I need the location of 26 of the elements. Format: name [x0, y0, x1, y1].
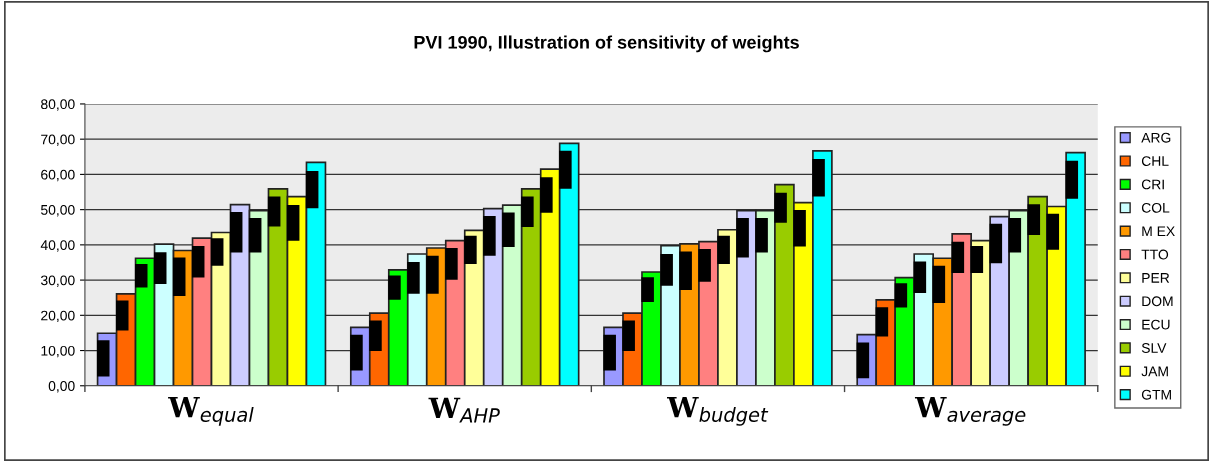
x-tick-label: W$_{average}$ [914, 396, 1026, 426]
legend-label: TTO [1141, 249, 1169, 260]
y-tick-label: 80,00 [41, 99, 75, 111]
legend-label: CHL [1141, 156, 1169, 166]
legend-label: CRI [1141, 179, 1164, 190]
legend-label: JAM [1141, 366, 1168, 377]
y-tick-label: 10,00 [41, 345, 75, 358]
legend-label: M EX [1142, 226, 1175, 236]
y-tick-label: 30,00 [40, 275, 75, 287]
y-tick-label: 20,00 [41, 310, 75, 323]
chart-title: PVI 1990, Illustration of sensitivity of weights [414, 35, 799, 53]
x-tick-label: W$_{AHP}$ [428, 397, 500, 423]
legend-label: COL [1141, 202, 1170, 213]
y-tick-label: 70,00 [41, 134, 75, 146]
legend-label: GTM [1141, 389, 1171, 400]
legend-label: ECU [1142, 319, 1170, 330]
legend-label: PER [1142, 273, 1170, 283]
y-tick-label: 40,00 [40, 240, 75, 252]
x-tick-label: W$_{budget}$ [667, 396, 769, 426]
x-tick-label: W$_{equal}$ [168, 396, 254, 426]
y-tick-label: 50,00 [40, 204, 75, 217]
y-tick-label: 60,00 [41, 169, 75, 182]
legend-label: ARG [1141, 132, 1171, 143]
legend-label: SLV [1141, 343, 1167, 353]
y-tick-label: 0,00 [48, 381, 75, 393]
legend-label: DOM [1142, 296, 1173, 307]
